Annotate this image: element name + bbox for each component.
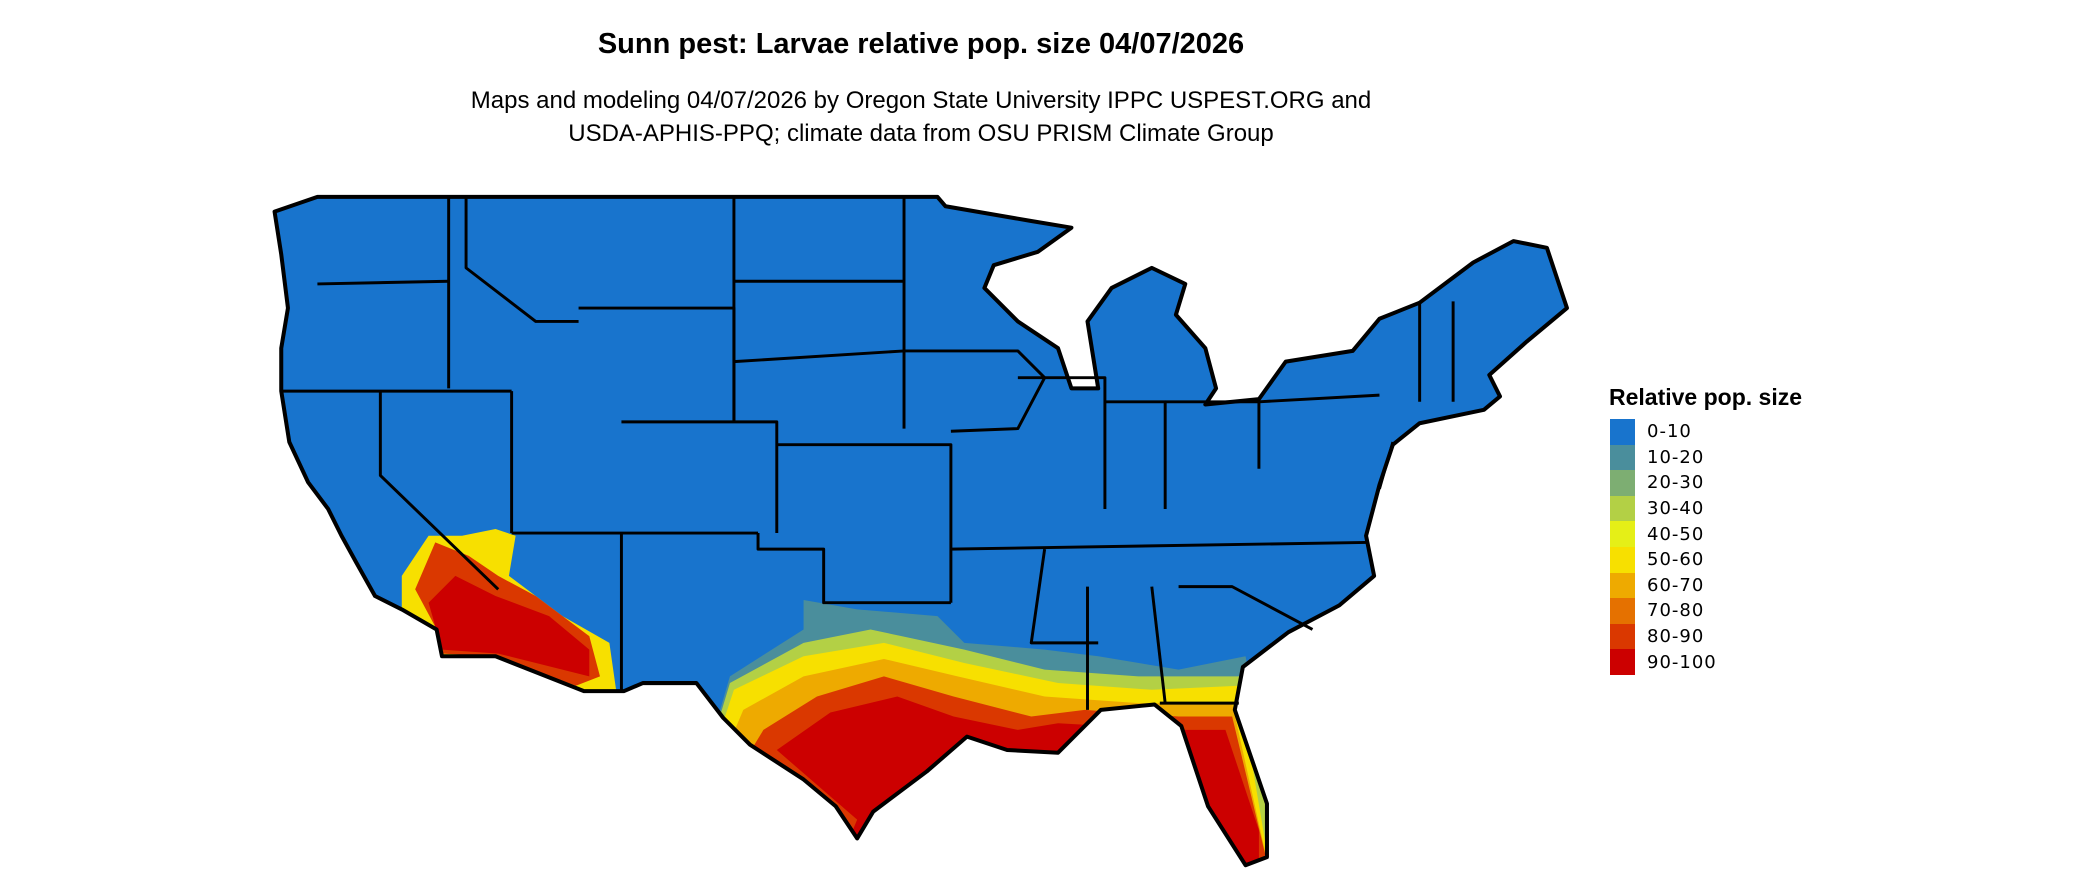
state-boundary [464,196,579,323]
legend: Relative pop. size 0-10 10-20 20-30 30-40 40… [1609,384,1803,675]
state-boundary [1029,548,1099,645]
state-boundary [621,420,779,534]
legend-swatch [1610,572,1635,599]
legend-label: 60-70 [1647,574,1705,596]
map-title: Sunn pest: Larvae relative pop. size 04/… [597,28,1245,60]
legend-label: 70-80 [1647,600,1705,622]
us-outline [272,194,1569,868]
legend-label: 50-60 [1647,549,1705,571]
state-boundary [756,533,951,605]
legend-swatch [1610,444,1635,471]
state-boundary [950,540,1367,551]
legend-item: 90-100 [1610,649,1802,675]
legend-item: 80-90 [1610,623,1802,650]
legend-item: 0-10 [1610,419,1802,445]
legend-swatch [1610,419,1635,445]
legend-label: 10-20 [1647,446,1705,468]
map-subtitle: Maps and modeling 04/07/2026 by Oregon S… [0,84,1842,150]
legend-item: 30-40 [1610,495,1802,522]
legend-label: 80-90 [1647,626,1705,648]
state-boundary [1178,585,1314,631]
legend-label: 20-30 [1647,472,1705,494]
legend-item: 60-70 [1610,572,1802,599]
state-boundary [317,279,449,286]
subtitle-line-1: Maps and modeling 04/07/2026 by Oregon S… [470,87,1372,114]
legend-label: 40-50 [1647,523,1705,545]
us-land-fill [274,196,1567,866]
state-boundary [733,349,905,364]
state-boundary [1150,586,1167,704]
zone-sw-90-100 [428,575,590,677]
legend-item: 20-30 [1610,470,1802,496]
legend-swatch [1610,495,1635,522]
legend-item: 40-50 [1610,521,1802,547]
legend-item: 50-60 [1610,546,1802,573]
legend-swatch [1610,546,1635,573]
state-boundary [1017,376,1107,509]
legend-item: 70-80 [1610,598,1802,624]
state-boundaries [281,196,1455,710]
legend-label: 30-40 [1647,498,1705,520]
legend-swatch [1610,623,1635,650]
legend-swatch [1610,521,1635,547]
state-boundary [378,391,500,591]
subtitle-line-2: USDA-APHIS-PPQ; climate data from OSU PR… [568,120,1274,147]
state-boundary [776,443,953,603]
legend-swatch [1610,649,1635,675]
state-boundary [1258,393,1380,404]
legend-label: 90-100 [1647,651,1717,673]
legend-label: 0-10 [1647,421,1692,443]
legend-swatch [1610,470,1635,496]
legend-item: 10-20 [1610,444,1802,471]
legend-swatch [1610,598,1635,624]
legend-title: Relative pop. size [1609,384,1803,410]
